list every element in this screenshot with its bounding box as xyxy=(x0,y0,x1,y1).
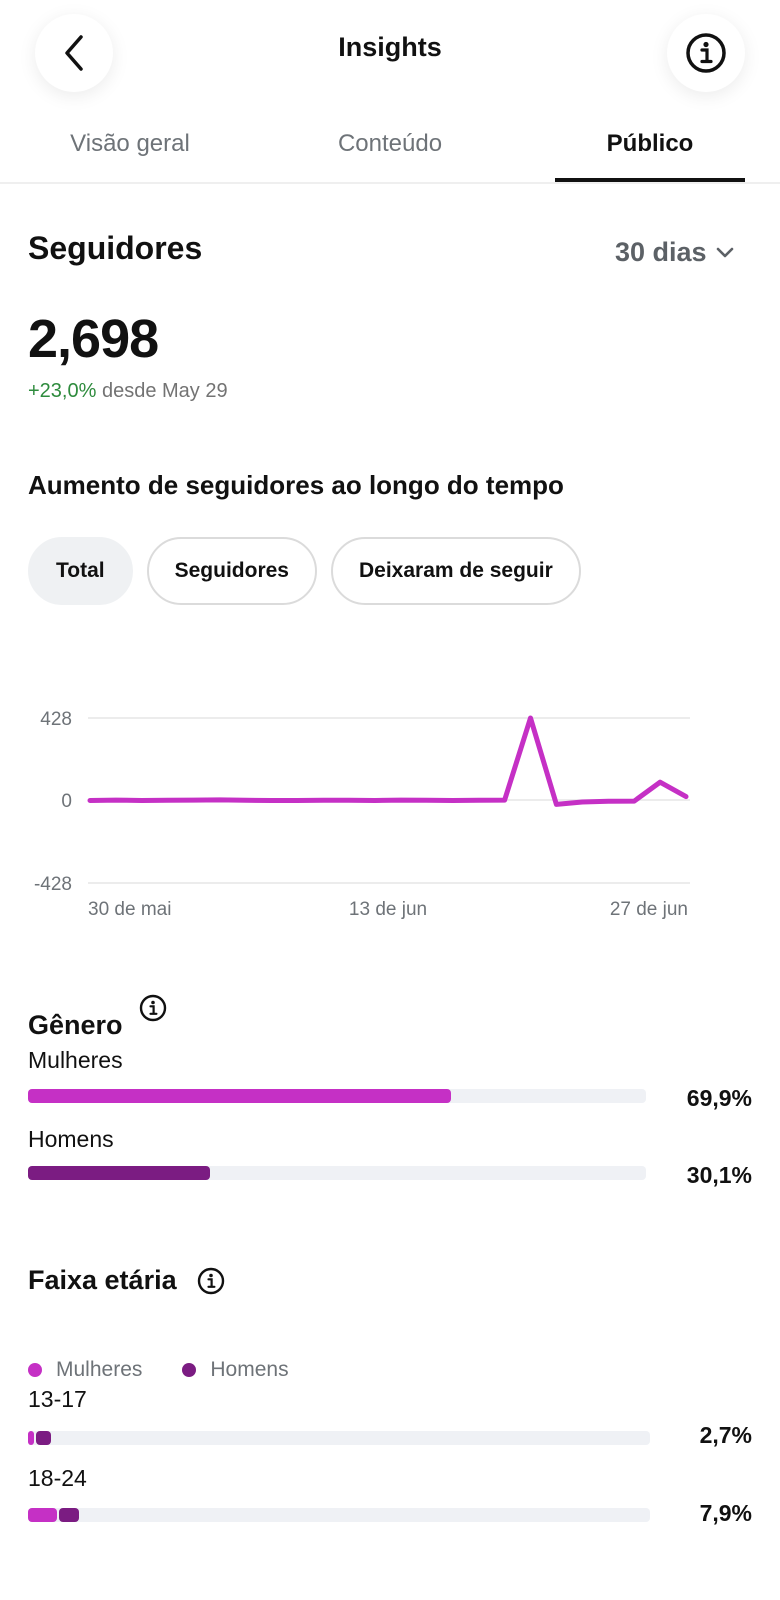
legend-men: Homens xyxy=(182,1358,289,1382)
age-bar-fill-men xyxy=(36,1431,51,1445)
age-pct-13-17: 2,7% xyxy=(699,1422,752,1448)
y-tick-label: -428 xyxy=(34,874,72,895)
series-group xyxy=(87,715,689,807)
follower-count: 2,698 xyxy=(28,309,159,369)
delta-since: desde May 29 xyxy=(101,380,228,402)
tab-overview[interactable]: Visão geral xyxy=(70,130,190,157)
tab-audience[interactable]: Público xyxy=(606,130,694,157)
legend-label-men: Homens xyxy=(210,1358,289,1381)
info-button[interactable] xyxy=(667,14,745,92)
range-label: 30 dias xyxy=(615,237,707,267)
legend-label-women: Mulheres xyxy=(56,1358,143,1381)
active-tab-indicator xyxy=(555,178,745,182)
tab-content[interactable]: Conteúdo xyxy=(337,130,443,157)
x-tick-label: 27 de jun xyxy=(610,899,688,920)
header: Insights xyxy=(0,0,780,110)
x-tick-label: 13 de jun xyxy=(349,899,427,920)
x-tick-label: 30 de mai xyxy=(88,899,171,920)
age-title: Faixa etária xyxy=(28,1265,177,1295)
age-bar-fill-men xyxy=(59,1508,80,1522)
followers-title: Seguidores xyxy=(28,230,203,266)
back-button[interactable] xyxy=(35,14,113,92)
filter-chips: Total Seguidores Deixaram de seguir xyxy=(28,537,581,605)
gender-bar-fill-women xyxy=(28,1089,451,1103)
gender-label-women: Mulheres xyxy=(28,1047,123,1073)
follower-delta: +23,0% desde May 29 xyxy=(28,380,228,403)
gender-label-men: Homens xyxy=(28,1126,114,1152)
gender-pct-men: 30,1% xyxy=(686,1162,752,1188)
age-bar-18-24 xyxy=(28,1508,650,1522)
page-title: Insights xyxy=(338,32,442,62)
y-tick-label: 0 xyxy=(61,791,72,812)
info-icon xyxy=(686,33,726,73)
chip-total[interactable]: Total xyxy=(28,537,133,605)
age-info-icon[interactable] xyxy=(197,1267,225,1295)
bottom-fade xyxy=(0,1535,780,1600)
age-bar-fill-women xyxy=(28,1508,58,1522)
chevron-down-icon xyxy=(716,247,733,257)
range-dropdown[interactable]: 30 dias xyxy=(615,237,735,268)
gender-bar-women xyxy=(28,1089,646,1103)
age-pct-18-24: 7,9% xyxy=(699,1500,752,1526)
chip-followers[interactable]: Seguidores xyxy=(146,537,317,605)
age-legend: Mulheres Homens xyxy=(28,1358,289,1382)
gender-info-icon[interactable] xyxy=(139,994,167,1022)
y-tick-label: 428 xyxy=(40,710,72,730)
chevron-left-icon xyxy=(65,35,83,71)
gender-bar-fill-men xyxy=(28,1166,211,1180)
age-label-13-17: 13-17 xyxy=(28,1386,87,1412)
legend-dot-men xyxy=(182,1363,197,1377)
age-bar-13-17 xyxy=(28,1431,650,1445)
followers-line-chart: 428 0 -428 30 de mai 13 de jun 27 de jun xyxy=(34,710,690,920)
gender-bar-men xyxy=(28,1166,646,1180)
legend-women: Mulheres xyxy=(28,1358,142,1382)
age-bar-fill-women xyxy=(28,1431,35,1445)
growth-title: Aumento de seguidores ao longo do tempo xyxy=(28,470,564,500)
delta-percent: +23,0% xyxy=(28,380,97,402)
legend-dot-women xyxy=(28,1363,42,1377)
chip-unfollowed[interactable]: Deixaram de seguir xyxy=(330,537,581,605)
series-line xyxy=(87,715,689,807)
tab-bar: Visão geral Conteúdo Público xyxy=(0,118,780,184)
gender-pct-women: 69,9% xyxy=(686,1085,752,1111)
gender-title: Gênero xyxy=(28,1010,123,1040)
age-label-18-24: 18-24 xyxy=(28,1465,87,1491)
